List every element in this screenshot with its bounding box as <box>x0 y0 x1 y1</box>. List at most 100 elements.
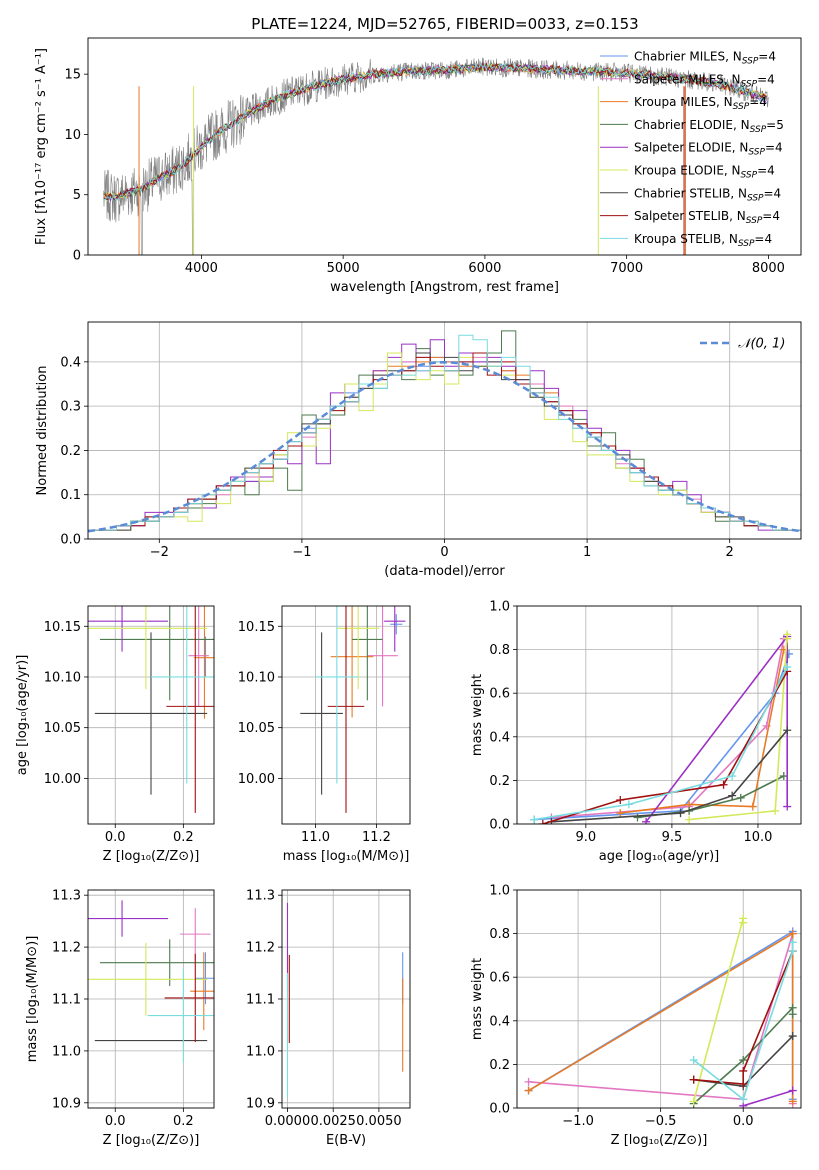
weight-line <box>620 649 785 814</box>
mass-weight-vs-metallicity-panel: −1.0 −0.5 0.0 0.0 0.2 0.4 0.6 0.8 1.0 Z [log₁₀(Z/… <box>470 884 802 1148</box>
x-tick-label: 0.0 <box>105 1114 126 1129</box>
x-tick-label: 10.0 <box>743 830 772 845</box>
weight-marker <box>736 793 745 802</box>
residual-histogram-panel: −2 −1 0 1 2 0.0 0.1 0.2 0.3 0.4 (data-model)/error… <box>35 321 802 579</box>
x-tick-label: 0.0 <box>105 830 126 845</box>
weight-marker <box>739 1056 748 1065</box>
y-axis-label: mass weight <box>470 958 485 1040</box>
x-tick-label: 0.2 <box>173 1114 194 1129</box>
weight-marker <box>642 817 651 824</box>
weight-marker <box>624 800 633 809</box>
y-axis-label: Flux [fλ10⁻¹⁷ erg cm⁻² s⁻¹ A⁻¹] <box>34 48 49 245</box>
x-tick-label: −1.0 <box>562 1114 594 1129</box>
axes-frame <box>516 605 802 825</box>
legend-entry: Salpeter MILES, NSSP=4 <box>634 72 775 89</box>
y-tick-label: 10.10 <box>44 670 81 685</box>
x-axis-label: Z [log₁₀(Z/Z⊙)] <box>103 849 200 864</box>
legend-entry: Chabrier STELIB, NSSP=4 <box>634 186 781 203</box>
y-tick-label: 11.0 <box>246 1044 275 1059</box>
plot-area <box>88 322 801 539</box>
plot-area <box>517 890 801 1108</box>
y-tick-label: 1.0 <box>489 884 510 899</box>
weight-marker <box>524 1086 533 1095</box>
x-axis-label: mass [log₁₀(M/M⊙)] <box>283 849 410 864</box>
legend-entry: Chabrier MILES, NSSP=4 <box>634 50 776 67</box>
y-tick-label: 0.1 <box>60 488 81 503</box>
weight-marker <box>728 791 737 800</box>
x-tick-label: 0.0000 <box>265 1114 311 1129</box>
age-vs-mass-panel: 11.0 11.2 10.00 10.05 10.10 10.15 mass [log₁₀(… <box>238 605 411 864</box>
x-tick-label: −0.5 <box>645 1114 677 1129</box>
axes-frame <box>87 889 215 1109</box>
y-tick-label: 1.0 <box>489 600 510 615</box>
y-tick-label: 0.3 <box>60 400 81 415</box>
y-tick-label: 15 <box>64 68 81 83</box>
y-tick-label: 10.9 <box>52 1096 81 1111</box>
y-tick-label: 0.0 <box>489 818 510 833</box>
axes-frame <box>281 605 411 825</box>
weight-marker <box>748 802 757 811</box>
x-tick-label: 0.2 <box>173 830 194 845</box>
weight-marker <box>616 796 625 805</box>
y-tick-label: 11.2 <box>246 941 275 956</box>
x-tick-label: 2 <box>726 545 734 560</box>
y-tick-label: 0.8 <box>489 927 510 942</box>
y-tick-label: 0.2 <box>60 444 81 459</box>
axes-frame <box>516 889 802 1109</box>
y-tick-label: 11.2 <box>52 941 81 956</box>
y-tick-label: 11.3 <box>52 889 81 904</box>
y-tick-label: 10.00 <box>238 772 275 787</box>
y-tick-label: 0.4 <box>489 730 510 745</box>
weight-marker <box>788 938 797 947</box>
x-tick-label: 6000 <box>468 261 501 276</box>
legend-entry: Kroupa ELODIE, NSSP=4 <box>634 164 775 181</box>
y-tick-label: 5 <box>73 188 81 203</box>
weight-marker <box>788 1032 797 1041</box>
weight-marker <box>538 820 547 824</box>
y-tick-label: 0.6 <box>489 971 510 986</box>
weight-marker <box>739 1080 748 1089</box>
weight-line <box>534 666 788 821</box>
y-tick-label: 11.1 <box>52 993 81 1008</box>
weight-marker <box>771 806 780 815</box>
weight-line <box>551 729 788 823</box>
weight-marker <box>530 815 539 824</box>
weight-marker <box>783 663 792 672</box>
y-tick-label: 0.0 <box>60 533 81 548</box>
x-tick-label: 11.0 <box>301 830 330 845</box>
x-tick-label: 5000 <box>327 261 360 276</box>
y-tick-label: 10.10 <box>238 670 275 685</box>
x-tick-label: 11.2 <box>362 830 391 845</box>
y-tick-label: 10.15 <box>238 620 275 635</box>
legend-entry: Salpeter STELIB, NSSP=4 <box>634 209 780 226</box>
y-tick-label: 11.3 <box>246 889 275 904</box>
mass-vs-metallicity-panel: 0.0 0.2 10.9 11.0 11.1 11.2 11.3 Z [log₁₀(Z/Z⊙)… <box>25 889 215 1148</box>
histogram-series <box>88 334 801 539</box>
weight-marker <box>689 1097 698 1106</box>
weight-marker <box>739 1095 748 1104</box>
y-axis-label: Normed distribution <box>35 366 50 496</box>
plot-area <box>88 890 214 1108</box>
legend-entry: Kroupa MILES, NSSP=4 <box>634 95 767 112</box>
weight-marker <box>788 1086 797 1095</box>
y-tick-label: 10.05 <box>44 721 81 736</box>
x-tick-label: −2 <box>150 545 169 560</box>
y-tick-label: 11.1 <box>246 993 275 1008</box>
x-tick-label: 0.0025 <box>310 1114 356 1129</box>
model-spectrum <box>103 62 768 202</box>
y-tick-label: 10 <box>64 128 81 143</box>
y-axis-label: age [log₁₀(age/yr)] <box>15 655 30 776</box>
y-tick-label: 10.9 <box>246 1096 275 1111</box>
y-tick-label: 0.6 <box>489 687 510 702</box>
weight-marker <box>689 1075 698 1084</box>
plot-area <box>282 890 410 1108</box>
axes-frame <box>87 321 802 540</box>
y-tick-label: 0.2 <box>489 1058 510 1073</box>
mass-weight-vs-age-panel: 9.0 9.5 10.0 0.0 0.2 0.4 0.6 0.8 1.0 age [log₁₀(a… <box>470 600 802 864</box>
weight-line <box>534 653 790 821</box>
x-tick-label: 0.0 <box>733 1114 754 1129</box>
x-axis-label: Z [log₁₀(Z/Z⊙)] <box>611 1133 708 1148</box>
y-tick-label: 10.00 <box>44 772 81 787</box>
x-tick-label: 1 <box>583 545 591 560</box>
